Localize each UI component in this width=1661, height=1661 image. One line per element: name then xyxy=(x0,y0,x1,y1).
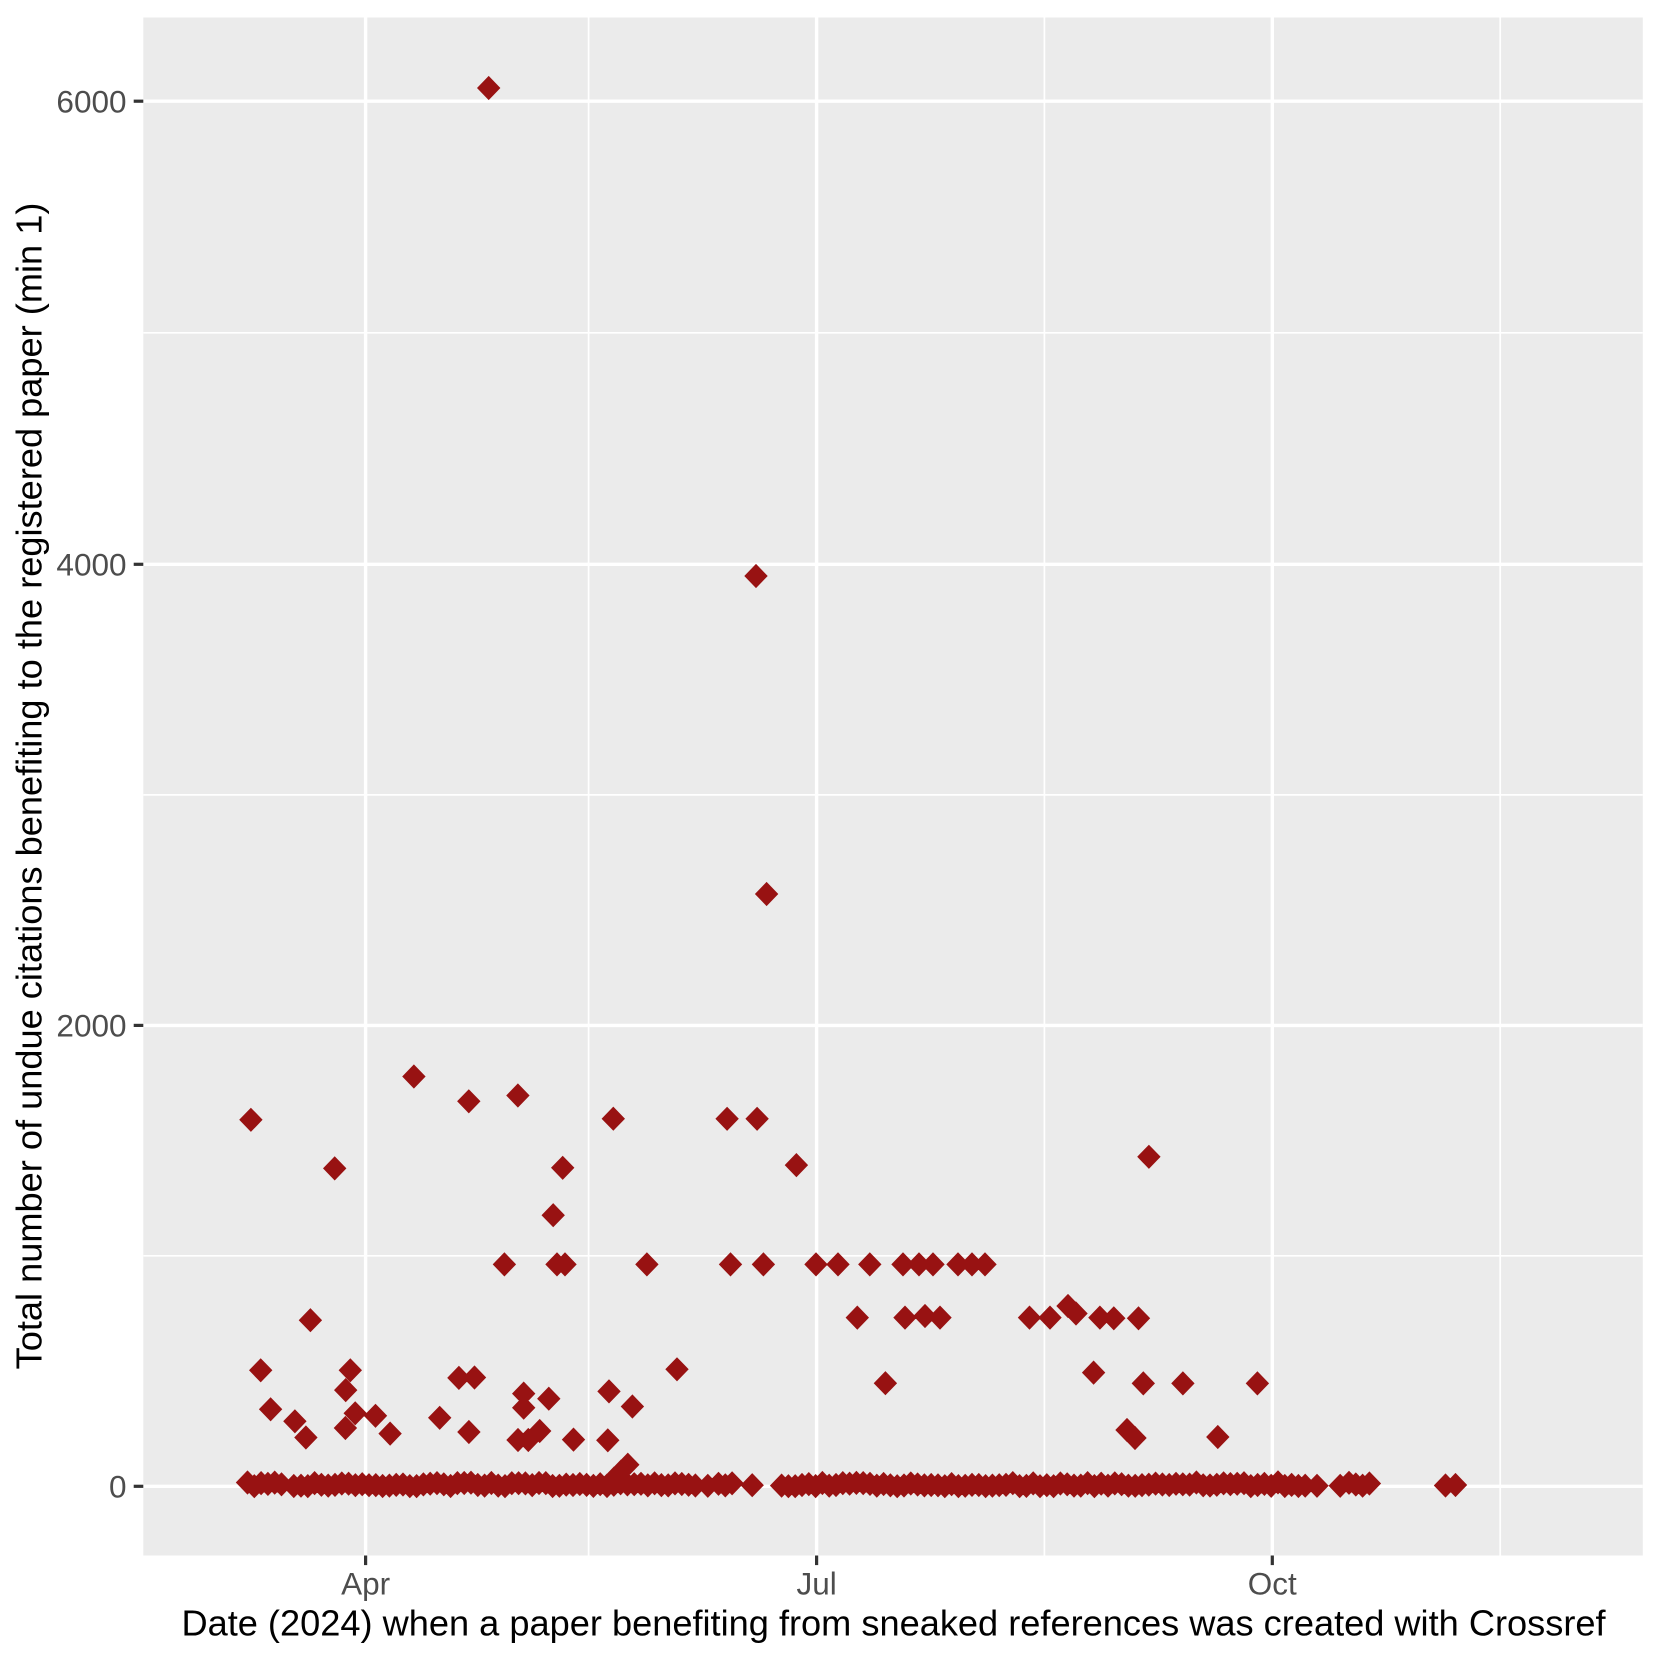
svg-text:0: 0 xyxy=(109,1469,127,1505)
svg-text:Oct: Oct xyxy=(1248,1566,1297,1602)
svg-text:6000: 6000 xyxy=(56,84,126,120)
svg-text:Apr: Apr xyxy=(341,1566,390,1602)
svg-text:2000: 2000 xyxy=(56,1008,126,1044)
svg-text:Total number of undue citation: Total number of undue citations benefiti… xyxy=(9,203,50,1370)
svg-text:4000: 4000 xyxy=(56,547,126,583)
svg-text:Date (2024) when a paper benef: Date (2024) when a paper benefiting from… xyxy=(181,1603,1606,1644)
svg-text:Jul: Jul xyxy=(796,1566,836,1602)
